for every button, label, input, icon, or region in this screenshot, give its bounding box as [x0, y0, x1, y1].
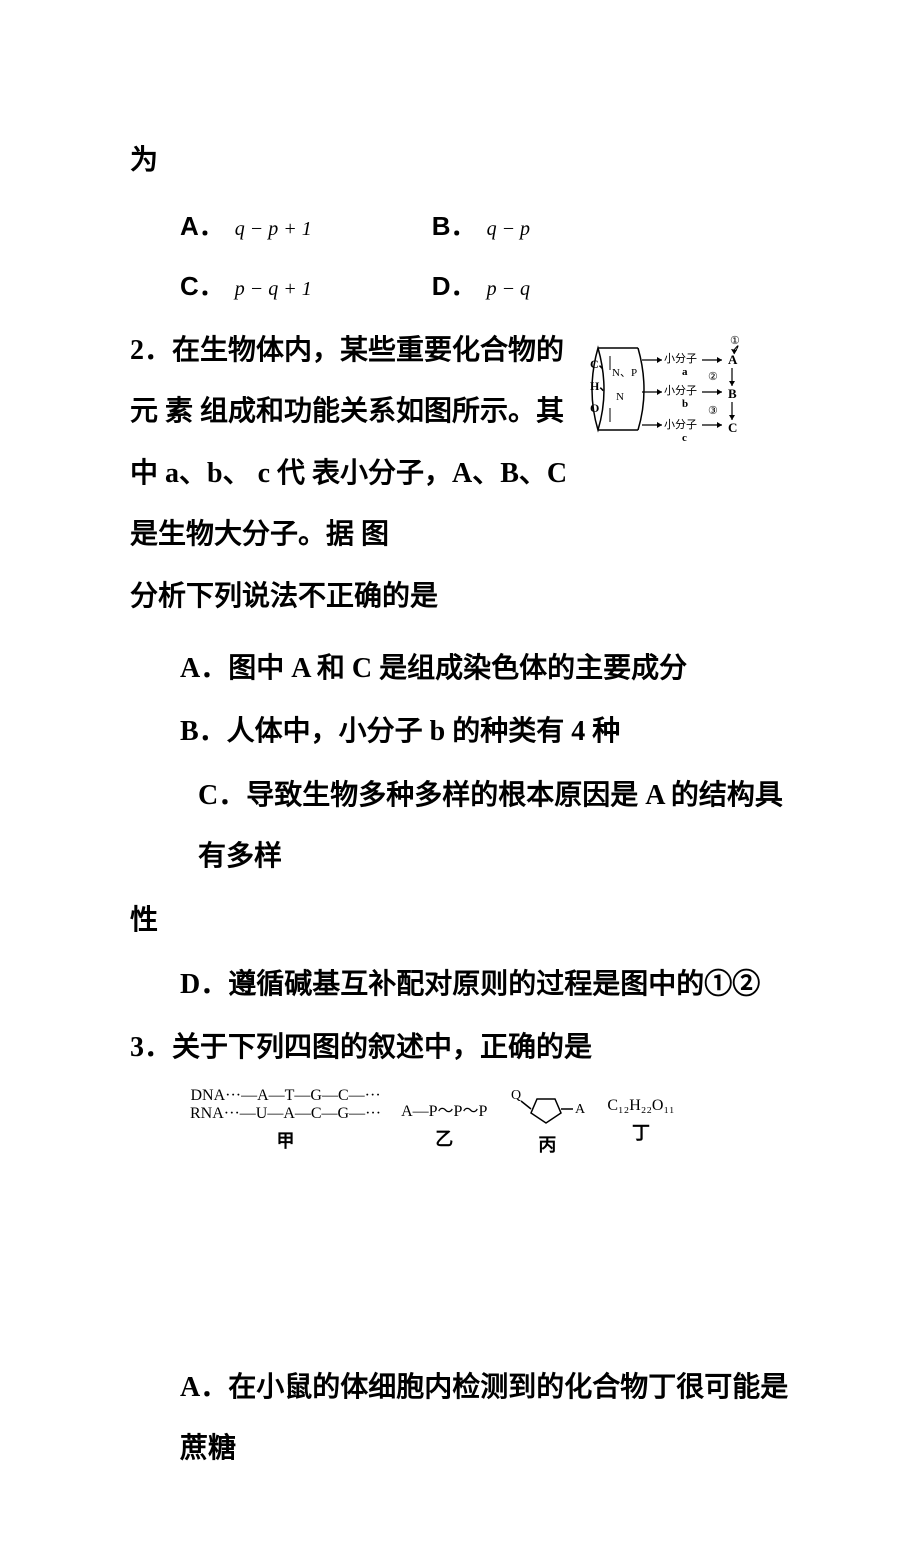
svg-text:H、: H、	[590, 379, 611, 393]
svg-text:N: N	[616, 391, 624, 403]
svg-text:Q: Q	[511, 1088, 521, 1103]
option-label: C．	[180, 260, 225, 312]
q3-diagram-yi: A—P～P～P 乙	[401, 1097, 487, 1151]
q3-option-a: A．在小鼠的体细胞内检测到的化合物丁很可能是蔗糖	[130, 1357, 790, 1480]
q2-text-part: c 代	[258, 458, 305, 489]
svg-text:b: b	[682, 398, 688, 410]
q3-diagram-ding: C₁₂H₂₂O₁₁ 丁	[607, 1097, 674, 1145]
svg-text:②: ②	[708, 371, 718, 383]
svg-text:A: A	[728, 352, 738, 367]
sugar-formula: C₁₂H₂₂O₁₁	[607, 1097, 674, 1115]
svg-text:O: O	[590, 401, 599, 415]
q3-diagrams: DNA···—A—T—G—C—··· RNA···—U—A—C—G—··· 甲 …	[130, 1087, 790, 1157]
q2-text-part: 图	[361, 519, 389, 550]
q2-option-c: C．导致生物多种多样的根本原因是 A 的结构具有多样	[130, 765, 790, 888]
q2-option-c-cont: 性	[130, 890, 790, 952]
option-math: q − p + 1	[235, 209, 312, 249]
q2-text-part: 素	[165, 396, 193, 427]
q1-options-row2: C． p − q + 1 D． p − q	[130, 260, 790, 312]
diagram-label: 甲	[277, 1127, 295, 1153]
option-label: B．	[432, 200, 477, 252]
option-math: q − p	[487, 209, 531, 249]
svg-text:C、: C、	[590, 357, 611, 371]
q1-option-d: D． p − q	[432, 260, 530, 312]
q2-option-a: A．图中 A 和 C 是组成染色体的主要成分	[130, 638, 790, 700]
q1-tail: 为	[130, 130, 790, 192]
q3-diagram-jia: DNA···—A—T—G—C—··· RNA···—U—A—C—G—··· 甲	[190, 1087, 381, 1153]
q1-option-c: C． p − q + 1	[180, 260, 312, 312]
rna-line: RNA···—U—A—C—G—···	[190, 1105, 381, 1123]
q2-block: C、 H、 O N、P N 小分子 a A ① ② B 小	[130, 320, 790, 628]
dna-line: DNA···—A—T—G—C—···	[190, 1087, 380, 1105]
svg-text:①: ①	[730, 335, 740, 347]
q1-options-row1: A． q − p + 1 B． q − p	[130, 200, 790, 252]
svg-text:小分子: 小分子	[664, 418, 697, 431]
svg-text:B: B	[728, 386, 737, 401]
q2-option-b: B．人体中，小分子 b 的种类有 4 种	[130, 701, 790, 763]
option-label: A．	[180, 200, 225, 252]
q2-diagram: C、 H、 O N、P N 小分子 a A ① ② B 小	[582, 330, 782, 450]
pentagon-icon: Q A	[507, 1087, 587, 1127]
svg-text:a: a	[682, 366, 688, 378]
option-math: p − q	[487, 269, 531, 309]
atp-line: A—P～P～P	[401, 1097, 487, 1121]
svg-text:小分子: 小分子	[664, 352, 697, 365]
svg-text:A: A	[575, 1102, 586, 1117]
svg-text:C: C	[728, 420, 737, 435]
q2-option-d: D．遵循碱基互补配对原则的过程是图中的①②	[130, 954, 790, 1016]
svg-text:③: ③	[708, 405, 718, 417]
diagram-label: 乙	[435, 1125, 453, 1151]
q2-stem-tail: 分析下列说法不正确的是	[130, 566, 790, 628]
option-label: D．	[432, 260, 477, 312]
option-math: p − q + 1	[235, 269, 312, 309]
svg-text:c: c	[682, 432, 687, 444]
q1-option-a: A． q − p + 1	[180, 200, 312, 252]
q1-option-b: B． q − p	[432, 200, 530, 252]
svg-text:小分子: 小分子	[664, 384, 697, 397]
diagram-label: 丙	[538, 1131, 556, 1157]
svg-text:N、P: N、P	[612, 367, 637, 379]
diagram-label: 丁	[632, 1119, 650, 1145]
q3-stem: 3．关于下列四图的叙述中，正确的是	[130, 1017, 790, 1079]
q3-diagram-bing: Q A 丙	[507, 1087, 587, 1157]
